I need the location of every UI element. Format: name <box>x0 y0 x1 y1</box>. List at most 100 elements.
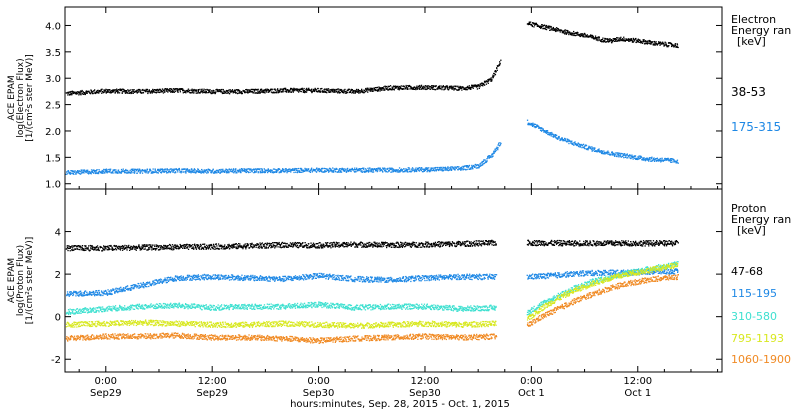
data-point <box>108 249 110 251</box>
data-point <box>617 37 619 39</box>
data-point <box>161 91 163 93</box>
data-point <box>283 245 285 248</box>
data-point <box>571 140 573 142</box>
data-point <box>186 247 189 249</box>
data-point <box>646 159 649 161</box>
data-point <box>433 88 435 90</box>
data-point <box>377 90 379 92</box>
data-point <box>372 245 374 247</box>
data-point <box>584 243 586 245</box>
data-point <box>154 89 157 91</box>
data-point <box>375 169 377 171</box>
data-point <box>183 89 185 92</box>
data-point <box>128 247 130 249</box>
data-point <box>131 248 134 250</box>
data-point <box>197 92 199 94</box>
data-point <box>536 124 538 126</box>
data-point <box>654 42 656 44</box>
data-point <box>531 125 534 127</box>
data-point <box>237 90 239 92</box>
data-point <box>281 90 283 92</box>
data-point <box>145 88 147 91</box>
data-point <box>352 169 355 171</box>
data-point <box>627 39 629 41</box>
data-point <box>613 154 615 156</box>
data-point <box>357 90 359 92</box>
data-point <box>361 242 363 244</box>
data-point <box>620 39 622 41</box>
data-point <box>527 244 529 246</box>
data-point <box>456 244 458 246</box>
data-point <box>438 243 440 245</box>
data-point <box>462 168 464 170</box>
data-point <box>117 172 119 174</box>
data-point <box>281 170 283 172</box>
data-point <box>254 88 257 90</box>
data-point <box>336 89 338 91</box>
data-point <box>211 247 214 249</box>
data-point <box>343 242 345 245</box>
data-point <box>475 242 477 244</box>
data-point <box>179 89 181 91</box>
data-point <box>670 42 672 44</box>
data-point <box>588 146 590 148</box>
data-point <box>321 87 323 90</box>
data-point <box>111 249 114 251</box>
data-point <box>166 248 168 250</box>
data-point <box>580 243 582 245</box>
data-point <box>270 243 272 245</box>
data-point <box>424 169 427 172</box>
data-point <box>397 246 399 248</box>
data-point <box>557 242 559 244</box>
data-point <box>535 126 538 128</box>
data-point <box>195 92 197 94</box>
data-point <box>422 171 424 173</box>
data-point <box>324 242 327 244</box>
data-point <box>137 245 140 247</box>
data-point <box>108 171 110 173</box>
data-point <box>493 150 495 152</box>
data-point <box>209 91 211 93</box>
data-point <box>71 249 73 252</box>
data-point <box>97 172 100 174</box>
data-point <box>322 167 324 170</box>
data-point <box>197 168 199 170</box>
data-point <box>122 170 124 172</box>
data-point <box>345 91 347 93</box>
data-point <box>394 170 397 173</box>
data-point <box>599 39 601 41</box>
data-point <box>284 170 287 172</box>
data-point <box>122 168 124 170</box>
data-point <box>467 87 470 89</box>
data-point <box>220 245 222 247</box>
data-point <box>154 168 156 170</box>
data-point <box>569 140 571 142</box>
data-point <box>440 169 442 171</box>
data-point <box>436 244 438 246</box>
data-point <box>310 246 312 248</box>
data-point <box>443 167 445 169</box>
data-point <box>414 244 416 246</box>
data-point <box>631 156 633 159</box>
data-point <box>68 247 70 249</box>
data-point <box>311 91 313 93</box>
data-point <box>261 169 263 171</box>
data-point <box>137 89 139 91</box>
data-point <box>357 170 359 172</box>
data-point <box>342 245 344 247</box>
data-point <box>178 167 180 170</box>
data-point <box>255 246 257 248</box>
data-point <box>386 245 388 247</box>
data-point <box>460 169 462 171</box>
data-point <box>426 245 428 247</box>
data-point <box>187 91 190 93</box>
data-point <box>419 246 421 248</box>
data-point <box>586 148 588 151</box>
data-point <box>441 241 443 243</box>
data-point <box>620 155 622 157</box>
data-point <box>591 35 594 37</box>
data-point <box>86 171 88 173</box>
data-point <box>285 243 287 245</box>
data-point <box>549 29 551 31</box>
data-point <box>384 87 387 89</box>
